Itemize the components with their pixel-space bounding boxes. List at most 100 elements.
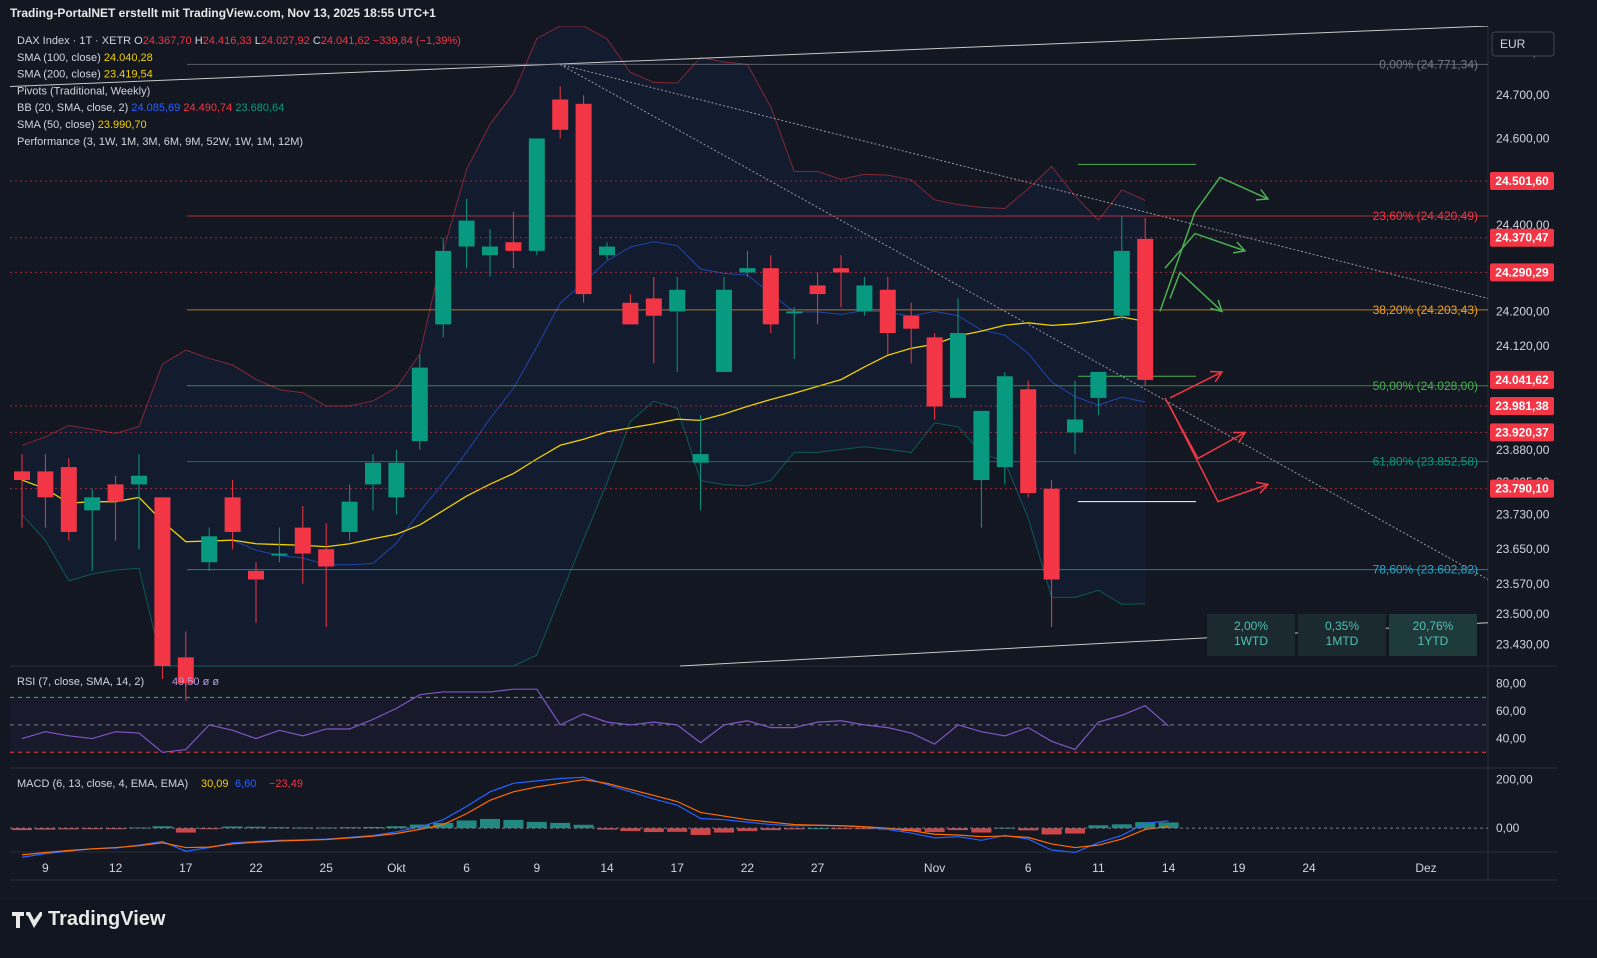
fib-label: 23,60% (24.420,49) bbox=[1373, 209, 1478, 223]
macd-histogram-bar bbox=[831, 828, 851, 830]
currency-label: EUR bbox=[1500, 37, 1526, 51]
price-label-text: 23.981,38 bbox=[1495, 399, 1549, 413]
arrow-head bbox=[1255, 188, 1270, 201]
arrow-head bbox=[1232, 431, 1247, 444]
macd-histogram-bar bbox=[503, 819, 524, 829]
macd-histogram-bar bbox=[292, 827, 313, 829]
candle-body bbox=[903, 315, 920, 329]
macd-histogram-bar bbox=[620, 828, 641, 832]
macd-histogram-bar bbox=[152, 826, 173, 829]
candle-body bbox=[716, 289, 732, 372]
macd-value: −23,49 bbox=[269, 778, 303, 790]
candle-body bbox=[271, 553, 288, 556]
candle-body bbox=[1067, 419, 1083, 433]
price-label-text: 24.501,60 bbox=[1495, 174, 1549, 188]
macd-pane: MACD (6, 13, close, 4, EMA, EMA) 30,09 6,6… bbox=[10, 773, 1533, 858]
macd-title: MACD (6, 13, close, 4, EMA, EMA) bbox=[17, 778, 188, 790]
rsi-pane: RSI (7, close, SMA, 14, 2) 49,50 ø ø 80,00… bbox=[10, 676, 1526, 753]
candle-body bbox=[341, 501, 358, 532]
tradingview-logo[interactable]: TradingView bbox=[12, 908, 165, 931]
price-tick: 23.650,00 bbox=[1496, 542, 1550, 556]
price-tick: 23.570,00 bbox=[1496, 577, 1550, 591]
time-tick: 17 bbox=[671, 861, 685, 875]
candle-body bbox=[622, 302, 639, 325]
legend: DAX Index · 1T · XETR O24.367,70 H24.416… bbox=[17, 35, 461, 148]
price-label-text: 24.041,62 bbox=[1495, 373, 1549, 387]
price-label-text: 24.290,29 bbox=[1495, 265, 1549, 279]
arrow-head bbox=[1233, 241, 1247, 254]
macd-histogram-bar bbox=[316, 827, 337, 829]
candle-body bbox=[856, 285, 873, 312]
candle-body bbox=[435, 250, 452, 325]
macd-histogram-bar bbox=[433, 822, 454, 829]
macd-histogram-bar bbox=[363, 826, 383, 829]
price-axis[interactable]: 24.800,0024.700,0024.600,0024.400,0024.2… bbox=[1490, 31, 1555, 651]
macd-tick: 0,00 bbox=[1496, 821, 1520, 835]
time-axis[interactable]: 9 12 17 22 25 Okt 6 9 14 17 22 27 Nov 6 11 14 19 24 Dez bbox=[42, 861, 1437, 875]
price-label-box bbox=[1490, 263, 1554, 282]
macd-histogram-bar bbox=[737, 828, 758, 832]
candles bbox=[14, 86, 1154, 701]
brand-label: TradingView bbox=[48, 908, 166, 930]
price-tick: 23.730,00 bbox=[1496, 508, 1550, 522]
price-label-text: 24.370,47 bbox=[1495, 231, 1549, 245]
macd-histogram-bar bbox=[58, 828, 79, 830]
candle-body bbox=[645, 298, 662, 316]
macd-value: 6,60 bbox=[235, 778, 256, 790]
chart[interactable]: 0,00% (24.771,34) 23,60% (24.420,49) 38,20… bbox=[0, 26, 1597, 900]
candle-body bbox=[786, 311, 803, 314]
candle-body bbox=[154, 497, 171, 666]
candle-body bbox=[458, 220, 475, 247]
scenario-arrow bbox=[1164, 232, 1246, 269]
scenario-arrow bbox=[1169, 271, 1223, 312]
price-tick: 24.120,00 bbox=[1496, 339, 1550, 353]
arrow-head bbox=[1210, 299, 1224, 313]
candle-body bbox=[1113, 250, 1130, 316]
time-tick: 6 bbox=[463, 861, 470, 875]
time-tick: Dez bbox=[1415, 861, 1436, 875]
rsi-title: RSI (7, close, SMA, 14, 2) bbox=[17, 676, 144, 688]
time-tick: 14 bbox=[600, 861, 614, 875]
macd-histogram-bar bbox=[643, 828, 664, 833]
candle-body bbox=[60, 467, 77, 532]
price-label-box bbox=[1490, 370, 1554, 389]
price-tick: 23.880,00 bbox=[1496, 443, 1550, 457]
currency-badge bbox=[1491, 31, 1555, 57]
performance-period: 1MTD bbox=[1326, 634, 1359, 648]
price-tick: 24.700,00 bbox=[1496, 88, 1550, 102]
tradingview-icon bbox=[12, 911, 42, 928]
time-tick: 14 bbox=[1162, 861, 1176, 875]
candle-body bbox=[1020, 389, 1037, 494]
candle-body bbox=[131, 475, 147, 485]
candle-body bbox=[950, 333, 966, 398]
macd-signal-line bbox=[21, 779, 1169, 856]
macd-histogram-bar bbox=[222, 826, 243, 829]
legend-indicator: SMA (100, close) 24.040,28 bbox=[17, 52, 153, 64]
macd-histogram-bar bbox=[269, 827, 290, 829]
macd-histogram-bar bbox=[994, 827, 1015, 829]
candle-body bbox=[833, 268, 849, 273]
candle-body bbox=[14, 471, 30, 481]
macd-histogram-bar bbox=[807, 828, 828, 830]
scenario-arrow bbox=[1169, 371, 1223, 399]
candle-body bbox=[575, 103, 592, 295]
arrow-head bbox=[1256, 481, 1270, 494]
price-tick: 23.430,00 bbox=[1496, 637, 1550, 651]
macd-histogram-bar bbox=[246, 826, 266, 829]
time-tick: 9 bbox=[42, 861, 49, 875]
legend-indicator: SMA (50, close) 23.990,70 bbox=[17, 119, 147, 131]
fib-label: 0,00% (24.771,34) bbox=[1379, 57, 1478, 71]
fib-label: 78,60% (23.602,82) bbox=[1373, 563, 1478, 577]
candle-body bbox=[669, 289, 686, 312]
macd-histogram-bar bbox=[971, 828, 992, 833]
candle-body bbox=[318, 549, 335, 567]
legend-indicator: Performance (3, 1W, 1M, 3M, 6M, 9M, 52W,… bbox=[17, 136, 303, 148]
price-label-box bbox=[1490, 396, 1554, 415]
candle-body bbox=[388, 462, 405, 498]
macd-histogram-bar bbox=[105, 828, 126, 830]
time-tick: 6 bbox=[1025, 861, 1032, 875]
title-bar: Trading-PortalNET erstellt mit TradingVi… bbox=[0, 0, 1597, 26]
time-tick: 19 bbox=[1232, 861, 1246, 875]
time-tick: Okt bbox=[387, 861, 406, 875]
macd-histogram-bar bbox=[12, 828, 32, 831]
